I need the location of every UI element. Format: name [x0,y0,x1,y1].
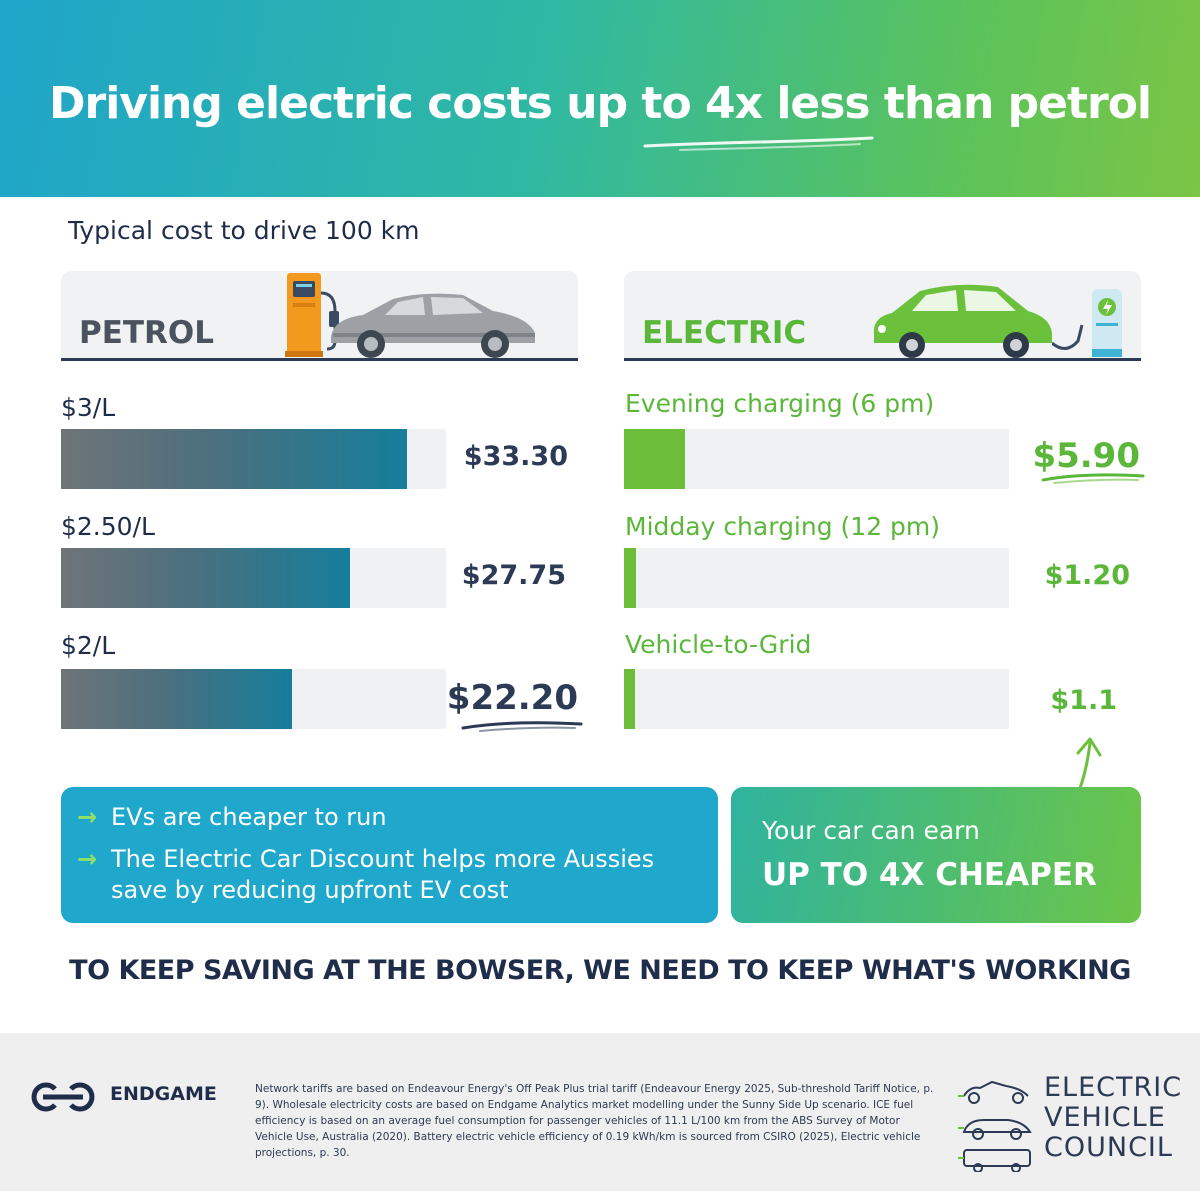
call-to-action: TO KEEP SAVING AT THE BOWSER, WE NEED TO… [69,955,1131,986]
bar-track [624,548,1009,608]
bar-track [624,669,1009,729]
electric-title: ELECTRIC [642,315,807,351]
vehicle-icons [958,1080,1032,1172]
callout-line1: Your car can earn [762,816,980,845]
petrol-value-label: $33.30 [463,441,568,472]
arrow-right-icon: → [77,845,98,873]
petrol-category-label: $3/L [61,393,116,422]
electric-category-label: Vehicle-to-Grid [625,630,812,659]
petrol-category-label: $2/L [61,631,116,660]
electric-bar [624,548,636,608]
page-title: Driving electric costs up to 4x less tha… [48,78,1152,129]
ev-charger-icon [1052,289,1122,357]
bar-track [61,429,446,489]
bar-track [624,429,1009,489]
electric-panel-header: ELECTRIC [624,271,1141,361]
footnote: Network tariffs are based on Endeavour E… [255,1083,934,1159]
electric-category-label: Midday charging (12 pm) [625,512,941,541]
evc-wordmark: ELECTRIC VEHICLE COUNCIL [1044,1072,1183,1163]
arrow-right-icon: → [77,803,98,831]
electric-category-label: Evening charging (6 pm) [625,389,935,418]
endgame-logo-icon [31,1082,95,1112]
footer: ENDGAME Network tariffs are based on End… [0,1033,1200,1191]
petrol-panel-header: PETROL [61,271,578,361]
bullet-item: → EVs are cheaper to run [77,803,387,831]
bullet-item: → The Electric Car Discount helps more A… [77,845,655,904]
petrol-bar [61,429,407,489]
petrol-category-label: $2.50/L [61,512,155,541]
chart-subtitle: Typical cost to drive 100 km [68,216,420,245]
underline-swoosh [643,136,874,151]
callout-line2: UP TO 4X CHEAPER [762,857,1097,893]
info-box: → EVs are cheaper to run → The Electric … [61,787,718,923]
value-underline [461,721,583,732]
electric-car-icon [873,284,1052,358]
electric-value-label: $1.20 [1044,560,1130,591]
callout-box: Your car can earn UP TO 4X CHEAPER [731,787,1141,923]
electric-bar [624,429,685,489]
petrol-value-label-highlight: $22.20 [446,678,578,718]
electric-value-label-highlight: $5.90 [1032,436,1140,476]
fuel-pump-icon [285,273,339,357]
header-banner: Driving electric costs up to 4x less tha… [0,0,1200,197]
electric-value-label: $1.1 [1050,685,1117,716]
petrol-bar [61,548,350,608]
endgame-wordmark: ENDGAME [110,1083,217,1105]
value-underline [1041,473,1145,484]
petrol-value-label: $27.75 [461,560,566,591]
bar-track [61,548,446,608]
bar-track [61,669,446,729]
petrol-car-icon [331,293,535,358]
petrol-title: PETROL [79,315,215,351]
petrol-bar [61,669,292,729]
electric-bar [624,669,635,729]
